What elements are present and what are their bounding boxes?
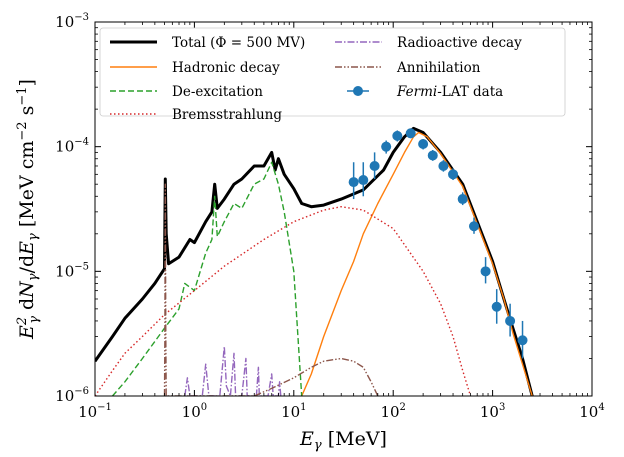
x-tick-label: 103 [480,402,505,421]
legend-label-total: Total (Φ = 500 MV) [172,35,305,51]
fermi-data-point [369,160,380,171]
legend-swatch-fermi-marker [353,86,363,96]
tick-labels: 10−1 100 101 102 103 104 10−6 10−5 10−4 10−3 [55,12,605,421]
legend-label-deexcitation: De-excitation [172,84,263,100]
legend-label-fermi: Fermi-LAT data [396,84,503,100]
fermi-data-point [381,141,392,152]
fermi-data-point [438,160,449,171]
fermi-data-point [405,128,416,139]
x-tick-label: 10−1 [78,402,112,421]
y-tick-label: 10−6 [55,386,89,405]
fermi-data-point [505,315,516,326]
series-layer [95,126,534,396]
series-line-hadronic [301,131,533,396]
y-axis-label: E2γ dNγ/dEγ [MeV cm−2 s−1] [15,79,42,340]
fermi-data-point [457,194,468,205]
series-line-deexc [111,161,303,396]
fermi-data-point [448,169,459,180]
fermi-data-point [358,175,369,186]
plot-frame [94,21,593,397]
fermi-data-point [427,150,438,161]
fermi-data-point [418,139,429,150]
x-tick-label: 100 [182,402,207,421]
x-axis-label: Eγ [MeV] [299,428,387,453]
legend-label-fermi-italic: Fermi [396,84,437,100]
x-tick-label: 104 [579,402,604,421]
plot-area [95,126,534,396]
x-tick-label: 102 [380,402,405,421]
fermi-data-point [517,335,528,346]
legend-label-radioactive: Radioactive decay [397,35,522,51]
fermi-data-point [491,301,502,312]
fermi-data-point [469,221,480,232]
series-line-radio [184,345,282,396]
fermi-data-point [392,130,403,141]
legend-label-bremsstrahlung: Bremsstrahlung [172,107,282,123]
y-tick-label: 10−4 [55,137,89,156]
series-line-annih [163,183,379,396]
fermi-data-layer [348,128,528,359]
fermi-data-point [348,177,359,188]
fermi-data-point [480,266,491,277]
legend-label-annihilation: Annihilation [396,60,481,76]
series-line-brems [95,206,472,396]
legend: Total (Φ = 500 MV) Hadronic decay De-exc… [99,27,566,123]
legend-label-hadronic: Hadronic decay [172,60,280,76]
legend-box [99,27,566,117]
legend-label-fermi-rest: -LAT data [437,84,503,100]
x-tick-label: 101 [281,402,306,421]
ticks-layer [94,21,593,397]
y-tick-label: 10−5 [55,261,89,280]
y-tick-label: 10−3 [55,12,89,31]
